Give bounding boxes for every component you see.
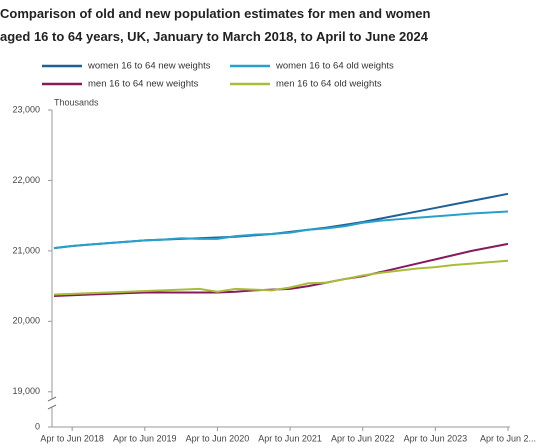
chart-title: Comparison of old and new population est… bbox=[0, 6, 431, 44]
x-tick-label: Apr to Jun 2023 bbox=[404, 433, 468, 443]
x-tick-label: Apr to Jun 2... bbox=[480, 433, 536, 443]
x-tick-label: Apr to Jun 2020 bbox=[186, 433, 250, 443]
x-tick-label: Apr to Jun 2022 bbox=[331, 433, 395, 443]
legend-label: men 16 to 64 new weights bbox=[88, 79, 199, 90]
x-tick-label: Apr to Jun 2018 bbox=[40, 433, 104, 443]
legend-label: women 16 to 64 old weights bbox=[275, 61, 394, 72]
series-line bbox=[53, 192, 509, 250]
x-tick-label: Apr to Jun 2019 bbox=[113, 433, 177, 443]
y-tick-label: 19,000 bbox=[12, 386, 40, 396]
y-tick-label: 21,000 bbox=[12, 245, 40, 255]
series-line bbox=[53, 259, 509, 296]
axis-break bbox=[47, 396, 57, 402]
legend-label: men 16 to 64 old weights bbox=[276, 79, 382, 90]
y-axis-label: Thousands bbox=[54, 97, 99, 107]
axis-break bbox=[47, 404, 57, 410]
y-tick-label: 20,000 bbox=[12, 316, 40, 326]
x-tick-label: Apr to Jun 2021 bbox=[258, 433, 322, 443]
series-line bbox=[53, 210, 509, 250]
legend-label: women 16 to 64 new weights bbox=[87, 61, 211, 72]
y-tick-label: 23,000 bbox=[12, 104, 40, 114]
y-tick-label: 22,000 bbox=[12, 175, 40, 185]
y-tick-label: 0 bbox=[35, 421, 40, 431]
